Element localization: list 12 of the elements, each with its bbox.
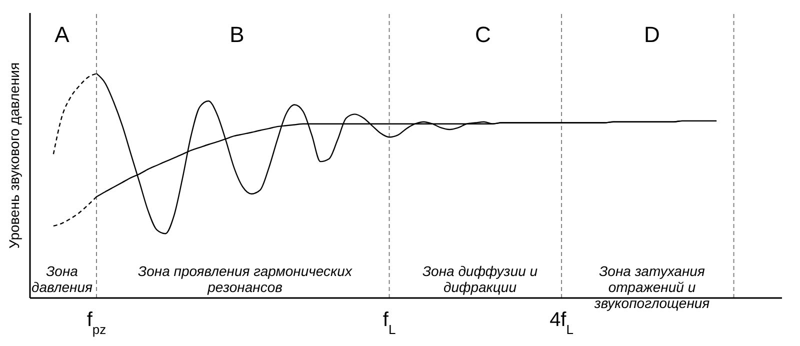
text: A [54, 22, 70, 48]
text: B [228, 22, 246, 48]
annotation: Зона давления [30, 263, 94, 296]
x-tick-label: 4f$_{L}$ [550, 309, 574, 336]
annotation: Зона проявления гармонических резонансов [137, 263, 354, 296]
x-tick-label: f$_{L}$ [382, 309, 396, 336]
x-tick-label: f$_{pz}$ [86, 309, 106, 336]
text: C [474, 22, 492, 48]
annotation: Зона затухания отражений и звукопоглощения [593, 263, 711, 312]
annotation: Зона диффузии и дифракции [421, 263, 539, 296]
y-axis-title: Уровень звукового давления [6, 62, 22, 249]
text: D [643, 22, 661, 48]
